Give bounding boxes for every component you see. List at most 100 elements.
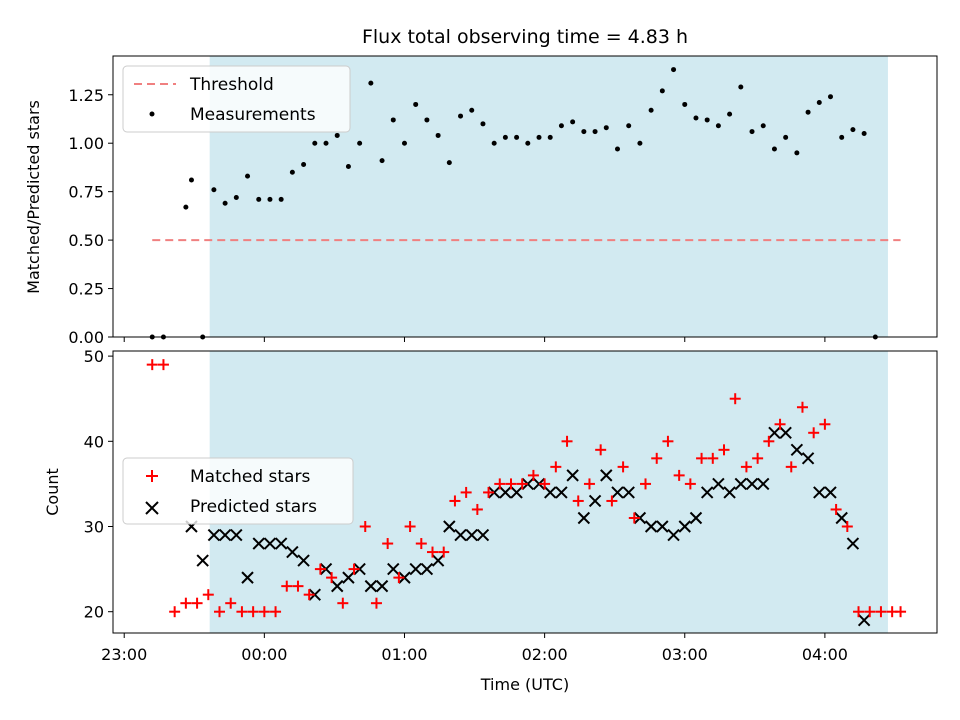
matched-star-point [830, 503, 842, 515]
y-tick-label: 50 [84, 347, 104, 366]
predicted-star-point [622, 486, 635, 499]
measurement-point [816, 100, 822, 106]
measurement-point [424, 117, 430, 123]
matched-star-point [247, 606, 259, 618]
matched-star-point [875, 606, 887, 618]
predicted-star-point [465, 528, 478, 542]
matched-star-point [202, 589, 214, 601]
matched-star-point [337, 597, 349, 609]
predicted-star-point [230, 528, 243, 542]
measurement-point [480, 121, 486, 127]
predicted-star-point [757, 477, 770, 491]
measurement-point [614, 146, 620, 152]
predicted-star-point [779, 426, 792, 439]
legend-measurements-swatch [149, 111, 155, 117]
matched-star-point [157, 359, 169, 371]
predicted-star-point [510, 486, 523, 499]
measurement-point [839, 134, 845, 140]
matched-star-point [191, 597, 203, 609]
y-tick-label: 0.75 [68, 183, 104, 202]
measurement-point [671, 67, 677, 73]
y-tick-label: 0.00 [68, 328, 104, 347]
measurement-point [727, 111, 733, 117]
matched-star-point [864, 606, 876, 618]
predicted-star-point [487, 486, 501, 499]
predicted-star-point [768, 426, 781, 439]
predicted-star-point [387, 562, 400, 576]
matched-star-point [427, 546, 439, 558]
matched-star-point [303, 589, 315, 601]
matched-star-point [561, 435, 573, 447]
measurement-point [805, 109, 811, 115]
measurement-point [536, 134, 542, 140]
predicted-star-point [566, 469, 579, 482]
measurement-point [211, 187, 217, 193]
predicted-star-point [700, 486, 714, 499]
x-tick-label: 03:00 [662, 645, 708, 664]
matched-star-point [595, 444, 607, 456]
matched-star-point [516, 478, 528, 490]
bottom-y-ticks: 20 30 40 50 [84, 347, 113, 622]
matched-star-point [438, 546, 450, 558]
measurement-point [401, 140, 407, 146]
chart-title: Flux total observing time = 4.83 h [362, 26, 688, 48]
predicted-star-point [745, 477, 759, 491]
x-tick-label: 04:00 [802, 645, 848, 664]
x-tick-label: 01:00 [381, 645, 427, 664]
predicted-star-point [521, 477, 535, 491]
measurement-point [715, 123, 721, 129]
measurement-point [368, 80, 374, 86]
predicted-star-point [263, 537, 277, 550]
matched-star-point [572, 495, 584, 507]
measurement-point [581, 129, 587, 135]
y-tick-label: 0.50 [68, 231, 104, 250]
measurement-point [446, 160, 452, 166]
matched-star-point [684, 478, 696, 490]
measurement-point [592, 129, 598, 135]
measurement-point [458, 113, 464, 119]
measurement-point [301, 162, 307, 168]
measurement-point [626, 123, 632, 129]
matched-star-point [841, 521, 853, 533]
measurement-point [379, 158, 385, 164]
legend-measurements-label: Measurements [190, 105, 316, 125]
matched-star-point [314, 563, 326, 575]
bottom-axes-frame [112, 350, 938, 634]
y-tick-label: 1.00 [68, 134, 104, 153]
measurement-point [771, 146, 777, 152]
predicted-star-point [319, 562, 333, 576]
matched-star-point [617, 461, 629, 473]
predicted-star-point [331, 579, 344, 593]
measurement-point [233, 194, 239, 200]
measurement-point [794, 150, 800, 156]
y-tick-label: 40 [84, 432, 104, 451]
matched-star-point [281, 580, 293, 592]
measurement-point [693, 115, 699, 121]
measurement-point [738, 84, 744, 90]
matched-star-point [785, 461, 797, 473]
measurement-point [413, 101, 419, 107]
matched-star-point [494, 478, 506, 490]
measurement-point [558, 123, 564, 129]
y-tick-label: 30 [84, 518, 104, 537]
matched-star-point [752, 452, 764, 464]
top-plot: 0.00 0.25 0.50 0.75 1.00 1.25 Matched/Predict… [24, 55, 938, 347]
measurement-point [547, 134, 553, 140]
x-tick-label: 02:00 [522, 645, 568, 664]
predicted-star-point [241, 571, 254, 584]
predicted-star-point [499, 486, 512, 499]
predicted-star-point [678, 520, 691, 533]
matched-star-point [292, 580, 304, 592]
matched-star-point [763, 435, 775, 447]
top-legend: Threshold Measurements [122, 65, 351, 133]
measurement-point [183, 204, 189, 210]
measurement-point [312, 140, 318, 146]
predicted-star-point [196, 554, 209, 567]
matched-star-point [640, 478, 652, 490]
predicted-star-point [274, 537, 288, 550]
measurement-point [267, 196, 273, 202]
matched-star-point [393, 572, 405, 584]
matched-star-point [415, 538, 427, 550]
measurement-point [469, 107, 475, 113]
